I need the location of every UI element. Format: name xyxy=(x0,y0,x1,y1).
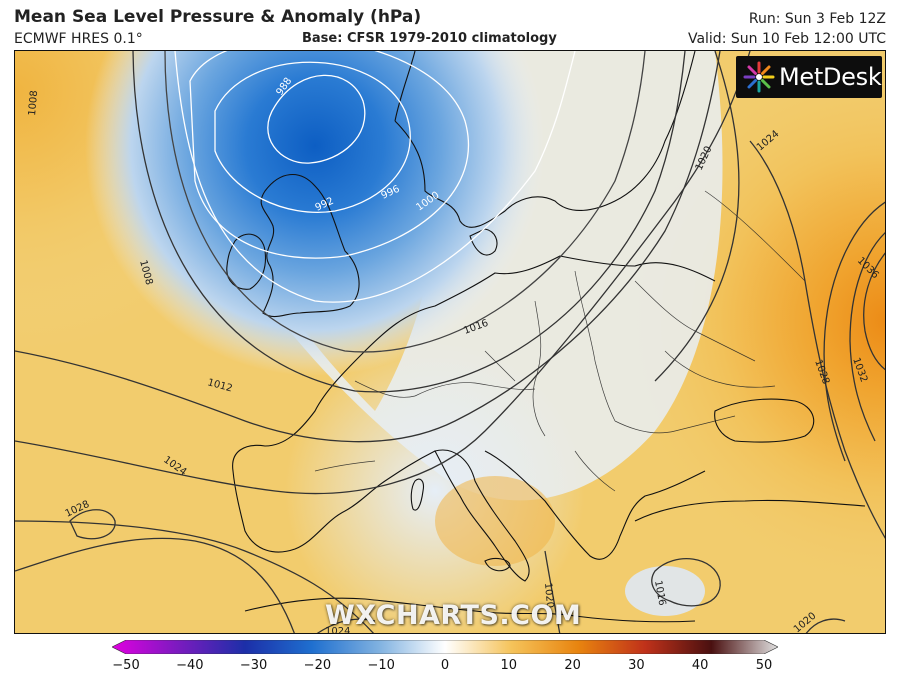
colorbar-tick-label: 50 xyxy=(755,658,773,673)
isobar-1004 xyxy=(164,51,646,353)
isobar-1024-south xyxy=(316,618,376,633)
border-8 xyxy=(574,450,616,492)
map-canvas: 988 992 996 1000 1008 1008 1012 1016 101… xyxy=(15,51,885,634)
map-title: Mean Sea Level Pressure & Anomaly (hPa) xyxy=(14,7,422,27)
metdesk-logo-text: MetDesk xyxy=(779,63,882,91)
isobar-lines xyxy=(15,51,885,633)
coastlines xyxy=(226,51,866,623)
border-1 xyxy=(354,380,416,398)
isobar-1024-east xyxy=(749,140,885,539)
colorbar-tick-label: 30 xyxy=(628,658,645,673)
isobar-1016-east-med xyxy=(651,558,721,607)
colorbar-tick-label: −20 xyxy=(303,658,332,673)
isobar-1020-east xyxy=(654,51,740,382)
isobar-label: 1016 xyxy=(652,580,667,607)
colorbar-tick-label: 40 xyxy=(691,658,709,673)
turkey-coast xyxy=(634,499,866,522)
colorbar-tick-label: −10 xyxy=(367,658,395,673)
isobar-1020-south xyxy=(544,550,561,633)
colorbar-tick-label: −30 xyxy=(239,658,268,673)
north-africa-coast xyxy=(244,597,696,623)
isobar-1020-southeast xyxy=(805,618,846,633)
isobar-label: 1024 xyxy=(325,626,350,634)
isobar-1024-west xyxy=(15,537,295,633)
border-10 xyxy=(704,190,806,282)
isobar-992 xyxy=(214,61,411,213)
country-borders xyxy=(314,190,806,492)
balkans-coast xyxy=(484,450,706,560)
sicily-coast xyxy=(484,557,511,572)
norway-coast xyxy=(394,51,416,122)
isobar-1028-west xyxy=(69,509,116,540)
isobar-label: 1020 xyxy=(542,582,555,608)
italy-coast xyxy=(434,449,530,582)
run-time-label: Run: Sun 3 Feb 12Z xyxy=(748,11,886,27)
isobar-1008 xyxy=(132,51,686,393)
colorbar-tick-label: −50 xyxy=(112,658,140,673)
pressure-map: 988 992 996 1000 1008 1008 1012 1016 101… xyxy=(14,50,886,634)
isobar-1036 xyxy=(863,252,885,371)
sardinia-coast xyxy=(410,478,424,511)
wxcharts-watermark: WXCHARTS.COM xyxy=(325,600,582,631)
border-2 xyxy=(414,382,536,397)
climatology-base-label: Base: CFSR 1979-2010 climatology xyxy=(302,31,557,46)
isobar-996 xyxy=(189,51,470,259)
black-sea-coast xyxy=(714,398,815,443)
border-4 xyxy=(574,270,616,422)
ireland-coast xyxy=(226,233,267,290)
colorbar-tick-label: 20 xyxy=(564,658,581,673)
colorbar-tick-labels: −50 −40 −30 −20 −10 0 10 20 30 40 50 xyxy=(0,658,900,678)
border-9 xyxy=(314,460,376,472)
isobar-988 xyxy=(267,74,366,164)
colorbar-bar xyxy=(112,640,778,654)
isobar-1020-west xyxy=(15,520,375,633)
model-label: ECMWF HRES 0.1° xyxy=(14,31,143,47)
colorbar-tick-label: 10 xyxy=(500,658,518,673)
colorbar-tick-label: −40 xyxy=(176,658,204,673)
border-5 xyxy=(634,280,756,362)
isobar-1032 xyxy=(849,232,885,442)
isobar-1028-east xyxy=(823,201,885,462)
border-7 xyxy=(484,350,516,382)
isobar-label: 1008 xyxy=(27,90,40,116)
scandinavia-coast xyxy=(394,51,696,228)
north-europe-coast xyxy=(364,255,716,352)
isobar-1016 xyxy=(15,51,751,495)
isobar-1000 xyxy=(174,51,576,303)
valid-time-label: Valid: Sun 10 Feb 12:00 UTC xyxy=(687,31,886,47)
italy-warm-core xyxy=(435,476,555,566)
great-britain-coast xyxy=(260,173,360,318)
denmark-coast xyxy=(469,228,498,256)
border-3 xyxy=(532,300,546,437)
iberia-france-coast xyxy=(232,350,436,553)
east-med-low-patch xyxy=(625,566,705,616)
colorbar-tick-label: 0 xyxy=(440,658,450,673)
border-11 xyxy=(664,350,776,388)
anomaly-colorbar xyxy=(112,640,778,654)
border-6 xyxy=(614,415,736,434)
metdesk-logo: MetDesk xyxy=(736,56,882,98)
metdesk-starburst-icon xyxy=(743,61,775,93)
